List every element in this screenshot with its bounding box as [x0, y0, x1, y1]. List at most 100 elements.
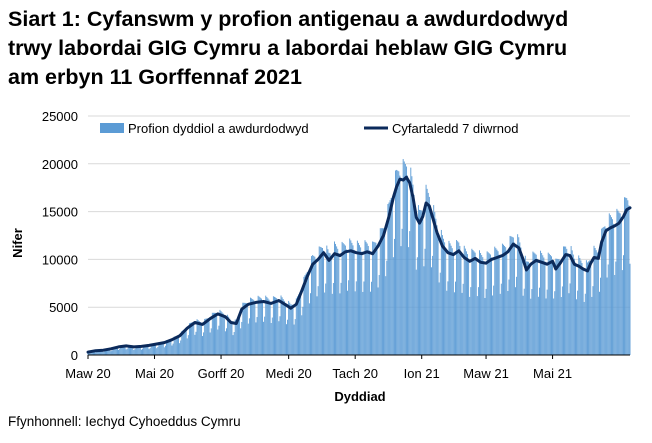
daily-bar: [503, 244, 504, 355]
daily-bar: [539, 287, 540, 355]
daily-bar: [612, 219, 614, 355]
daily-bar: [208, 318, 210, 355]
daily-bar: [473, 251, 475, 355]
daily-bar: [91, 351, 93, 355]
daily-bar: [522, 295, 524, 355]
daily-bar: [604, 226, 606, 355]
daily-bar: [413, 194, 415, 355]
daily-bar: [629, 263, 631, 355]
daily-bar: [344, 245, 346, 355]
daily-bar: [351, 242, 353, 355]
daily-bar: [416, 257, 418, 355]
daily-bar: [229, 318, 231, 355]
chart-title-line-1: Siart 1: Cyfanswm y profion antigenau a …: [8, 7, 569, 31]
source-note: Ffynhonnell: Iechyd Cyhoeddus Cymru: [8, 414, 241, 429]
daily-bar: [207, 318, 209, 355]
daily-bar: [608, 213, 610, 355]
daily-bar: [224, 331, 226, 355]
daily-bar: [409, 231, 411, 355]
daily-bar: [616, 208, 618, 355]
daily-bar: [361, 251, 363, 355]
daily-bar: [311, 256, 313, 355]
daily-bar: [464, 248, 466, 355]
daily-bar: [447, 281, 449, 355]
daily-bar: [388, 202, 390, 355]
daily-bar: [561, 286, 563, 355]
chart-title-line-2: trwy labordai GIG Cymru a labordai hebla…: [8, 36, 568, 60]
daily-bar: [481, 255, 483, 355]
daily-bar: [531, 289, 533, 355]
daily-bar: [198, 321, 200, 355]
daily-bar: [138, 346, 140, 355]
daily-bar: [479, 250, 480, 355]
daily-bar: [118, 349, 119, 355]
daily-bar: [187, 335, 189, 355]
daily-bar: [218, 325, 220, 355]
daily-bar: [354, 291, 356, 355]
daily-bar: [385, 276, 387, 355]
daily-bar: [494, 246, 496, 355]
daily-bar: [193, 322, 195, 355]
daily-bar: [589, 260, 591, 355]
daily-bar: [241, 321, 243, 355]
daily-bar: [144, 345, 146, 355]
daily-bar: [205, 318, 207, 355]
daily-bar: [154, 343, 155, 355]
daily-bar: [353, 249, 355, 355]
daily-bar: [110, 351, 112, 355]
daily-bar: [352, 245, 354, 355]
daily-bar: [238, 315, 239, 355]
daily-bar: [420, 210, 422, 355]
daily-bar: [348, 280, 350, 355]
daily-bar: [190, 322, 191, 355]
daily-bar: [119, 349, 121, 355]
daily-bar: [422, 213, 424, 355]
daily-bar: [600, 277, 602, 355]
daily-bar: [135, 345, 137, 355]
daily-bar: [221, 312, 223, 355]
daily-bar: [230, 320, 232, 355]
daily-bar: [624, 197, 626, 355]
daily-bar: [262, 300, 263, 355]
daily-bar: [470, 287, 472, 355]
daily-bar: [621, 270, 623, 355]
daily-bar: [216, 313, 218, 355]
daily-bar: [156, 348, 158, 355]
daily-bar: [283, 300, 285, 355]
daily-bar: [140, 349, 142, 355]
daily-bar: [376, 245, 378, 355]
daily-bar: [364, 240, 366, 355]
daily-bar: [162, 342, 164, 355]
daily-bar: [566, 248, 568, 355]
daily-bar: [564, 246, 566, 355]
daily-bar: [111, 350, 113, 355]
daily-bar: [471, 248, 473, 355]
daily-bar: [412, 184, 414, 355]
daily-bar: [147, 345, 149, 355]
daily-bar: [395, 170, 396, 355]
daily-bar: [112, 347, 114, 355]
daily-bar: [507, 290, 509, 355]
daily-bar: [146, 345, 148, 355]
daily-bar: [260, 298, 262, 355]
daily-bar: [299, 292, 301, 355]
daily-bar: [434, 211, 436, 355]
daily-bar: [251, 298, 253, 355]
daily-bar: [407, 175, 408, 355]
daily-bar: [188, 323, 190, 355]
daily-bar: [440, 229, 442, 355]
daily-bar: [472, 250, 474, 355]
daily-bar: [96, 351, 98, 355]
daily-bar: [334, 241, 335, 355]
daily-bar: [312, 255, 314, 355]
daily-bar: [288, 300, 290, 355]
daily-bar: [172, 343, 174, 355]
daily-bar: [583, 301, 585, 355]
daily-bar: [284, 303, 286, 355]
daily-bar: [581, 263, 583, 355]
daily-bar: [431, 267, 432, 355]
daily-bar: [244, 302, 246, 355]
daily-bar: [551, 256, 552, 355]
daily-bar: [465, 251, 467, 355]
daily-bar: [306, 271, 308, 355]
